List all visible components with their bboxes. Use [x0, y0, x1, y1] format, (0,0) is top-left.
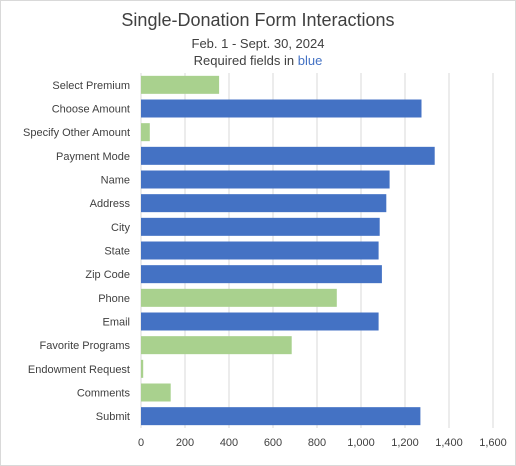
- category-label: Choose Amount: [52, 104, 130, 116]
- bar: [141, 336, 292, 355]
- category-label: Specify Other Amount: [23, 127, 130, 139]
- x-tick-label: 600: [264, 437, 282, 449]
- x-tick-label: 400: [220, 437, 238, 449]
- category-label: Zip Code: [85, 269, 130, 281]
- chart-subtitle-dates: Feb. 1 - Sept. 30, 2024: [191, 36, 325, 51]
- subtitle-prefix: Required fields in: [193, 53, 298, 68]
- category-label: State: [104, 246, 130, 258]
- bar: [141, 194, 387, 213]
- bar: [141, 312, 379, 331]
- x-tick-label: 1,200: [391, 437, 419, 449]
- category-label: Submit: [96, 411, 130, 423]
- chart-subtitle-legend: Required fields in blue: [0, 53, 516, 68]
- bar: [141, 383, 171, 402]
- category-label: Endowment Request: [28, 364, 130, 376]
- bar: [141, 123, 150, 142]
- x-tick-label: 0: [138, 437, 144, 449]
- category-label: Email: [102, 317, 130, 329]
- category-label: Comments: [77, 388, 131, 400]
- category-label: Payment Mode: [56, 151, 130, 163]
- bar: [141, 99, 422, 118]
- bar: [141, 265, 382, 284]
- subtitle-highlight: blue: [297, 53, 323, 68]
- bar: [141, 359, 144, 378]
- x-tick-label: 1,400: [435, 437, 463, 449]
- bar: [141, 217, 380, 236]
- bar: [141, 146, 435, 165]
- category-label: Name: [101, 175, 130, 187]
- x-tick-label: 800: [308, 437, 326, 449]
- bar: [141, 407, 421, 426]
- chart-title: Single-Donation Form Interactions: [121, 10, 395, 30]
- category-label: City: [111, 222, 130, 234]
- bar: [141, 170, 390, 189]
- category-label: Favorite Programs: [40, 340, 131, 352]
- bar: [141, 288, 337, 307]
- bar: [141, 241, 379, 260]
- bar: [141, 75, 220, 94]
- category-label: Phone: [98, 293, 130, 305]
- x-tick-label: 200: [176, 437, 194, 449]
- x-tick-label: 1,600: [479, 437, 507, 449]
- category-label: Address: [90, 198, 131, 210]
- x-tick-label: 1,000: [347, 437, 375, 449]
- category-label: Select Premium: [52, 80, 130, 92]
